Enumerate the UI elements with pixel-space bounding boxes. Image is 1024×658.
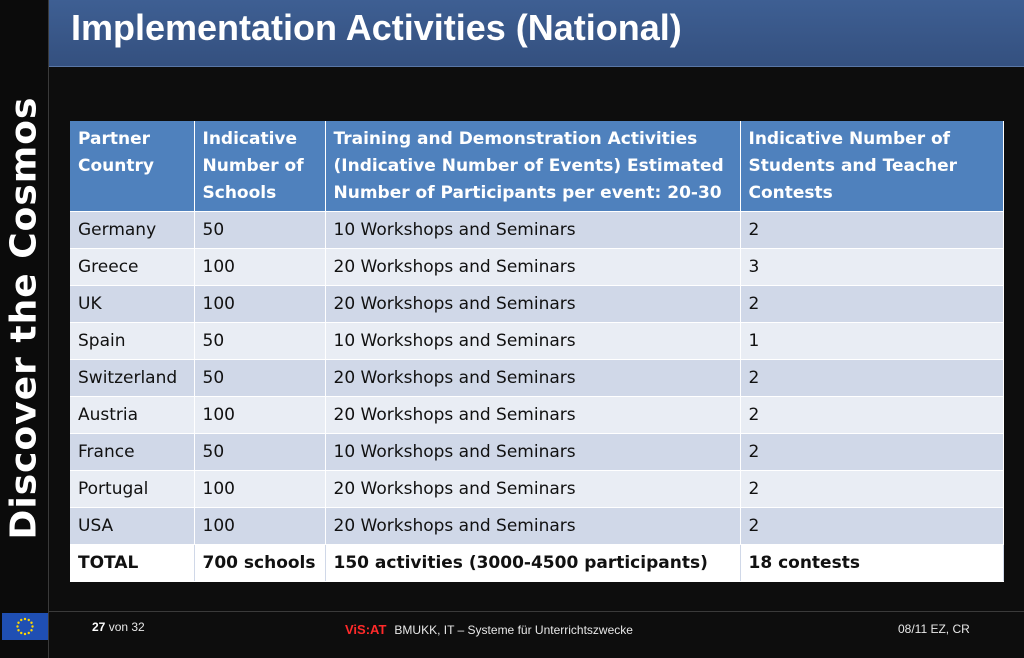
cell-activities: 10 Workshops and Seminars: [325, 433, 741, 471]
table-row: Greece 100 20 Workshops and Seminars 3: [70, 248, 1004, 286]
table-row: Austria 100 20 Workshops and Seminars 2: [70, 396, 1004, 434]
cell-country: Switzerland: [70, 359, 195, 397]
cell-activities: 20 Workshops and Seminars: [325, 470, 741, 508]
table-row: UK 100 20 Workshops and Seminars 2: [70, 285, 1004, 323]
cell-activities: 10 Workshops and Seminars: [325, 322, 741, 360]
cell-contests: 2: [740, 359, 1004, 397]
cell-activities: 20 Workshops and Seminars: [325, 285, 741, 323]
eu-flag-icon: [2, 613, 48, 640]
page-number: 27 von 32: [92, 620, 145, 634]
table-row: Switzerland 50 20 Workshops and Seminars…: [70, 359, 1004, 397]
cell-country: UK: [70, 285, 195, 323]
cell-activities: 20 Workshops and Seminars: [325, 359, 741, 397]
total-pages: von 32: [108, 620, 145, 634]
header: Implementation Activities (National): [49, 0, 1024, 67]
cell-activities: 20 Workshops and Seminars: [325, 396, 741, 434]
total-label: TOTAL: [70, 544, 195, 582]
footer: 27 von 32 ViS:AT BMUKK, IT – Systeme für …: [49, 612, 1024, 658]
cell-schools: 50: [194, 433, 326, 471]
table-total-row: TOTAL 700 schools 150 activities (3000-4…: [70, 544, 1004, 582]
vertical-title: Discover the Cosmos: [3, 96, 45, 540]
cell-schools: 50: [194, 211, 326, 249]
cell-contests: 2: [740, 433, 1004, 471]
footer-divider: [49, 611, 1024, 612]
cell-schools: 50: [194, 359, 326, 397]
cell-contests: 1: [740, 322, 1004, 360]
cell-schools: 100: [194, 285, 326, 323]
cell-schools: 100: [194, 470, 326, 508]
total-contests: 18 contests: [740, 544, 1004, 582]
cell-contests: 2: [740, 396, 1004, 434]
column-header-contests: Indicative Number of Students and Teache…: [740, 121, 1004, 212]
cell-country: Spain: [70, 322, 195, 360]
cell-contests: 2: [740, 470, 1004, 508]
cell-country: USA: [70, 507, 195, 545]
cell-contests: 2: [740, 211, 1004, 249]
cell-activities: 10 Workshops and Seminars: [325, 211, 741, 249]
cell-activities: 20 Workshops and Seminars: [325, 507, 741, 545]
cell-contests: 2: [740, 285, 1004, 323]
activities-table: Partner Country Indicative Number of Sch…: [70, 121, 1004, 582]
table-row: France 50 10 Workshops and Seminars 2: [70, 433, 1004, 471]
brand-logo: ViS:AT: [345, 622, 387, 637]
cell-schools: 50: [194, 322, 326, 360]
cell-country: Germany: [70, 211, 195, 249]
table-row: Germany 50 10 Workshops and Seminars 2: [70, 211, 1004, 249]
current-page: 27: [92, 620, 106, 634]
cell-contests: 2: [740, 507, 1004, 545]
total-activities: 150 activities (3000-4500 participants): [325, 544, 741, 582]
total-schools: 700 schools: [194, 544, 326, 582]
cell-country: Portugal: [70, 470, 195, 508]
table-row: Spain 50 10 Workshops and Seminars 1: [70, 322, 1004, 360]
column-header-country: Partner Country: [70, 121, 195, 212]
date-info: 08/11 EZ, CR: [898, 622, 970, 636]
cell-schools: 100: [194, 507, 326, 545]
table-row: USA 100 20 Workshops and Seminars 2: [70, 507, 1004, 545]
table-header-row: Partner Country Indicative Number of Sch…: [70, 121, 1004, 212]
brand-text: BMUKK, IT – Systeme für Unterrichtszweck…: [394, 623, 633, 637]
cell-activities: 20 Workshops and Seminars: [325, 248, 741, 286]
cell-country: Austria: [70, 396, 195, 434]
cell-schools: 100: [194, 248, 326, 286]
sidebar: Discover the Cosmos: [0, 0, 49, 658]
table-row: Portugal 100 20 Workshops and Seminars 2: [70, 470, 1004, 508]
column-header-schools: Indicative Number of Schools: [194, 121, 326, 212]
cell-schools: 100: [194, 396, 326, 434]
cell-country: Greece: [70, 248, 195, 286]
cell-contests: 3: [740, 248, 1004, 286]
footer-brand: ViS:AT BMUKK, IT – Systeme für Unterricht…: [345, 622, 633, 637]
cell-country: France: [70, 433, 195, 471]
column-header-activities: Training and Demonstration Activities (I…: [325, 121, 741, 212]
page-title: Implementation Activities (National): [71, 7, 682, 48]
